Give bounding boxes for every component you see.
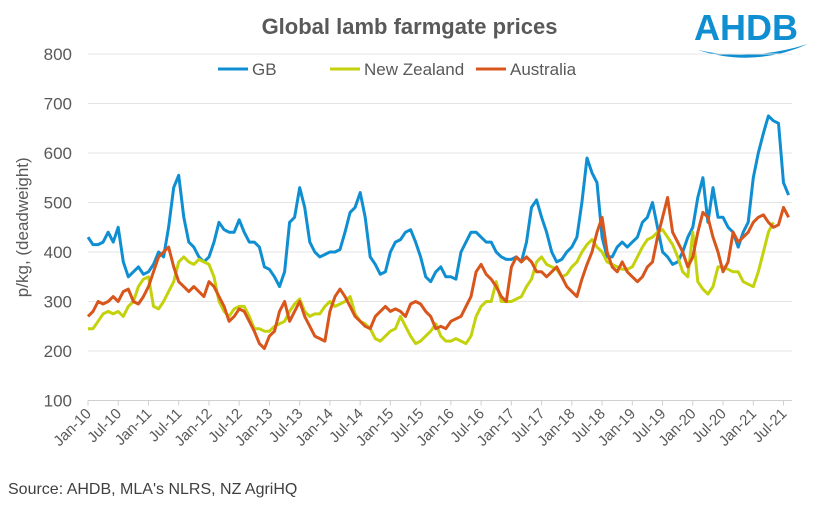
y-tick-label: 400	[44, 243, 72, 262]
y-tick-label: 800	[44, 45, 72, 64]
series-line-australia	[86, 196, 790, 350]
y-tick-label: 600	[44, 144, 72, 163]
y-tick-label: 200	[44, 342, 72, 361]
x-tick-label: Jan-10	[50, 405, 94, 449]
y-tick-label: 300	[44, 293, 72, 312]
x-tick-label: Jul-21	[749, 405, 790, 446]
legend-label: New Zealand	[364, 60, 464, 79]
chart-title: Global lamb farmgate prices	[261, 14, 558, 39]
y-axis-label: p/kg, (deadweight)	[13, 157, 32, 297]
y-tick-label: 500	[44, 194, 72, 213]
source-note: Source: AHDB, MLA's NLRS, NZ AgriHQ	[8, 481, 298, 498]
legend-label: GB	[252, 60, 277, 79]
logo-text: AHDB	[694, 7, 798, 48]
series-line-gb	[86, 114, 790, 289]
legend-label: Australia	[510, 60, 577, 79]
y-tick-label: 100	[44, 392, 72, 411]
y-tick-label: 700	[44, 95, 72, 114]
